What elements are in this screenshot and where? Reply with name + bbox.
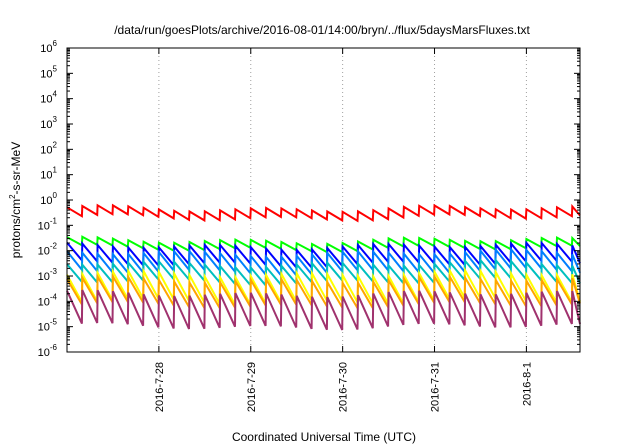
y-tick-label: 104 — [40, 90, 57, 106]
y-tick-base: 10 — [38, 296, 50, 308]
y-tick-exponent: 1 — [53, 166, 58, 175]
x-axis-label: Coordinated Universal Time (UTC) — [232, 430, 416, 444]
y-tick-exponent: -3 — [50, 267, 58, 276]
y-tick-base: 10 — [38, 271, 50, 283]
y-tick-label: 100 — [40, 191, 57, 207]
y-tick-label: 102 — [40, 140, 57, 156]
y-tick-base: 10 — [40, 94, 52, 106]
y-tick-exponent: -1 — [50, 216, 58, 225]
y-tick-label: 101 — [40, 166, 57, 182]
y-axis-label-superscript: 2 — [8, 194, 17, 199]
y-tick-label: 10-2 — [38, 242, 58, 258]
grid — [158, 48, 527, 352]
y-tick-base: 10 — [40, 144, 52, 156]
y-tick-exponent: -6 — [50, 343, 58, 352]
y-tick-exponent: 2 — [53, 140, 58, 149]
y-tick-base: 10 — [38, 220, 50, 232]
y-tick-label: 10-5 — [38, 318, 58, 334]
y-tick-label: 105 — [40, 64, 57, 80]
y-axis-label: protons/cm2-s-sr-MeV — [8, 142, 23, 258]
x-tick-label: 2016-7-30 — [338, 362, 350, 412]
y-tick-label: 10-6 — [38, 343, 58, 359]
y-tick-exponent: -2 — [50, 242, 58, 251]
y-tick-base: 10 — [38, 246, 50, 258]
y-tick-exponent: 3 — [53, 115, 58, 124]
y-tick-exponent: 4 — [53, 90, 58, 99]
series-line-8 — [66, 289, 581, 331]
y-axis-label-rest: -s-sr-MeV — [9, 142, 23, 195]
y-tick-base: 10 — [40, 195, 52, 207]
y-tick-label: 10-3 — [38, 267, 58, 283]
y-tick-base: 10 — [40, 170, 52, 182]
y-tick-label: 10-4 — [38, 292, 58, 308]
y-tick-label: 106 — [40, 39, 57, 55]
series-lines — [66, 203, 581, 331]
x-tick-label: 2016-7-31 — [430, 362, 442, 412]
y-tick-exponent: 6 — [53, 39, 58, 48]
y-tick-base: 10 — [40, 68, 52, 80]
series-line-1 — [66, 203, 581, 223]
y-tick-base: 10 — [38, 347, 50, 359]
y-tick-label: 10-1 — [38, 216, 58, 232]
y-tick-exponent: -4 — [50, 292, 58, 301]
x-tick-label: 2016-7-28 — [154, 362, 166, 412]
y-tick-exponent: -5 — [50, 318, 58, 327]
y-tick-base: 10 — [40, 119, 52, 131]
axis-ticks: 10-610-510-410-310-210-11001011021031041… — [38, 39, 580, 412]
y-tick-base: 10 — [40, 43, 52, 55]
y-tick-label: 103 — [40, 115, 57, 131]
y-axis-label-base: protons/cm — [9, 199, 23, 258]
y-tick-exponent: 5 — [53, 64, 58, 73]
chart-title: /data/run/goesPlots/archive/2016-08-01/1… — [114, 23, 530, 37]
x-tick-label: 2016-7-29 — [246, 362, 258, 412]
x-tick-label: 2016-8-1 — [521, 362, 533, 406]
y-tick-exponent: 0 — [53, 191, 58, 200]
y-tick-base: 10 — [38, 322, 50, 334]
